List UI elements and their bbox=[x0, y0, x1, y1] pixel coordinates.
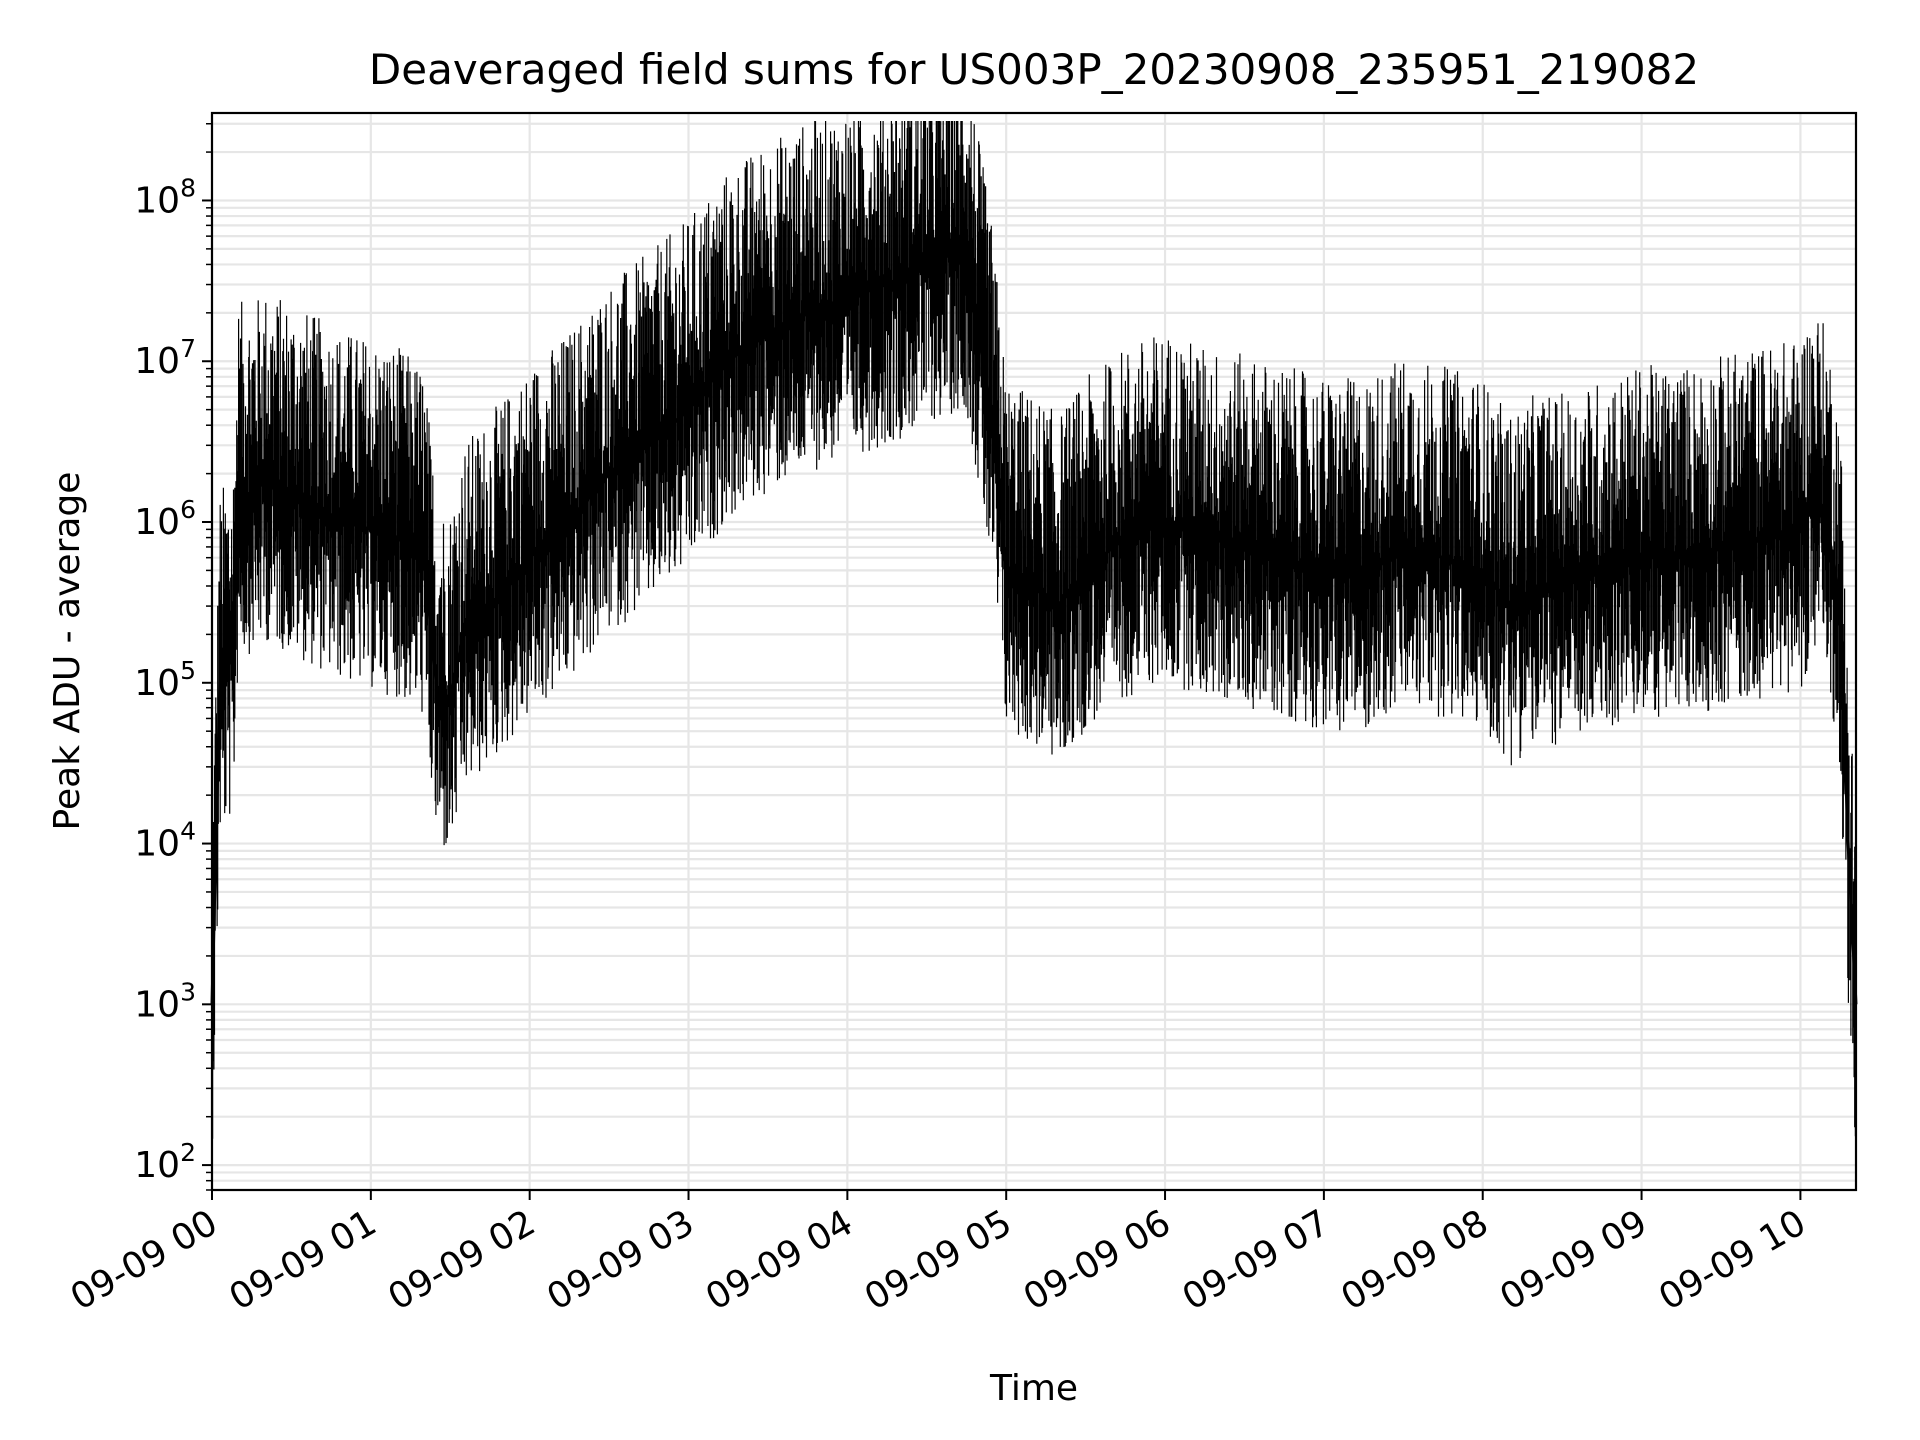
x-axis-label: Time bbox=[989, 1368, 1078, 1409]
y-tick-label: 102 bbox=[134, 1138, 196, 1186]
y-tick-label: 108 bbox=[134, 173, 196, 221]
y-tick-label-exponent: 6 bbox=[180, 495, 196, 524]
y-tick-label-exponent: 2 bbox=[180, 1138, 196, 1167]
y-tick-label-base: 10 bbox=[134, 984, 180, 1025]
y-tick-label-base: 10 bbox=[134, 1145, 180, 1186]
y-tick-label-exponent: 5 bbox=[180, 656, 196, 685]
y-tick-label-base: 10 bbox=[134, 180, 180, 221]
y-tick-label: 107 bbox=[134, 334, 196, 382]
y-tick-label-exponent: 8 bbox=[180, 173, 196, 202]
y-tick-label-base: 10 bbox=[134, 824, 180, 865]
y-tick-label: 104 bbox=[134, 817, 196, 865]
y-tick-label: 106 bbox=[134, 495, 196, 543]
y-tick-label-base: 10 bbox=[134, 341, 180, 382]
y-tick-label-exponent: 4 bbox=[180, 817, 196, 846]
plot-area bbox=[210, 111, 1858, 1192]
y-tick-label-exponent: 3 bbox=[180, 977, 196, 1006]
y-tick-label: 105 bbox=[134, 656, 196, 704]
y-axis-label: Peak ADU - average bbox=[47, 472, 88, 831]
chart-title: Deaveraged field sums for US003P_2023090… bbox=[369, 45, 1699, 94]
plot-frame bbox=[210, 111, 1858, 1192]
y-tick-label-base: 10 bbox=[134, 663, 180, 704]
y-tick-label: 103 bbox=[134, 977, 196, 1025]
y-tick-label-exponent: 7 bbox=[180, 334, 196, 363]
y-tick-label-base: 10 bbox=[134, 502, 180, 543]
